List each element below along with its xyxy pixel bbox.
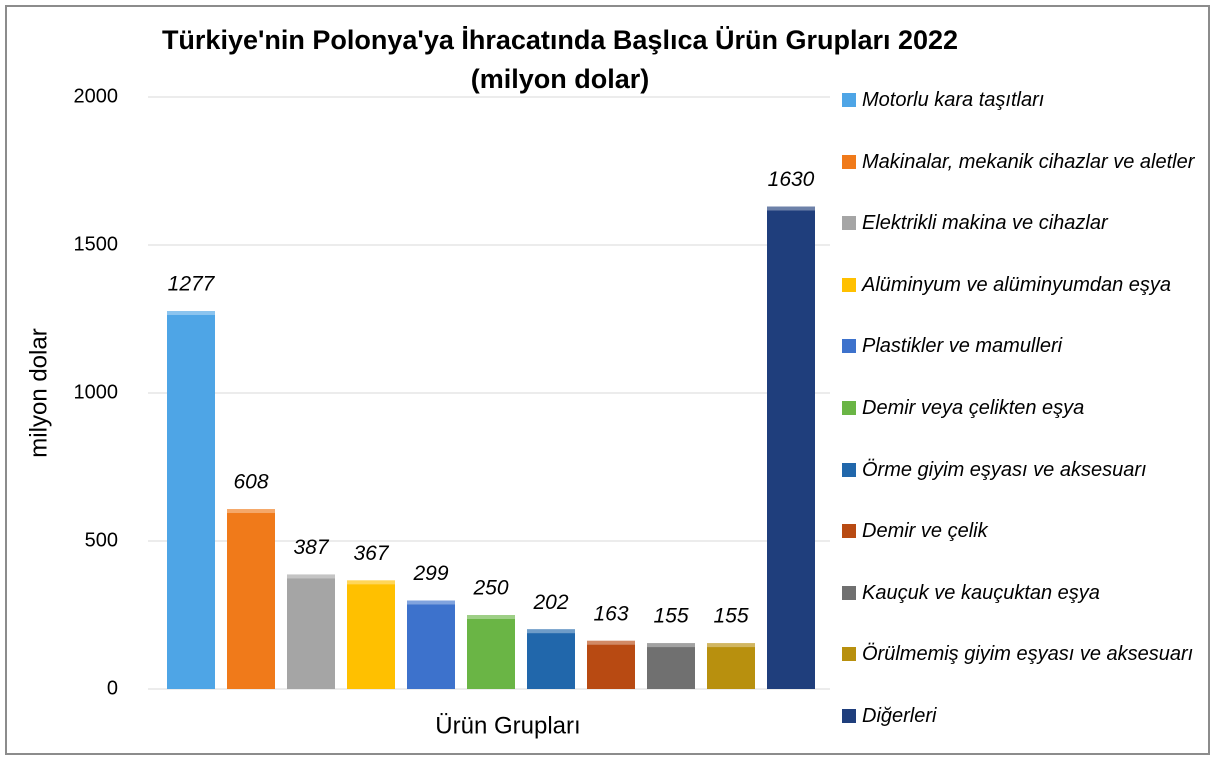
legend-swatch bbox=[842, 585, 856, 600]
legend-entry: Plastikler ve mamulleri bbox=[842, 334, 1202, 359]
data-label: 1630 bbox=[768, 168, 815, 191]
bar-cap bbox=[647, 643, 695, 648]
legend-label: Elektrikli makina ve cihazlar bbox=[862, 212, 1108, 235]
legend-label: Örülmemiş giyim eşyası ve aksesuarı bbox=[862, 643, 1194, 666]
legend-entry: Demir ve çelik bbox=[842, 519, 1202, 544]
y-tick-label: 1500 bbox=[74, 233, 119, 255]
chart-title: Türkiye'nin Polonya'ya İhracatında Başlı… bbox=[162, 25, 958, 55]
legend-label: Örme giyim eşyası ve aksesuarı bbox=[862, 458, 1147, 481]
bar-cap bbox=[227, 509, 275, 514]
legend-swatch bbox=[842, 709, 856, 723]
data-label: 1277 bbox=[168, 273, 216, 296]
bar-cap bbox=[347, 580, 395, 585]
data-label: 387 bbox=[293, 536, 329, 559]
bar-cap bbox=[407, 600, 455, 605]
legend-swatch bbox=[842, 401, 856, 415]
bar bbox=[767, 206, 815, 689]
y-tick-label: 500 bbox=[85, 529, 118, 551]
legend-swatch bbox=[842, 277, 856, 292]
legend-entry: Örme giyim eşyası ve aksesuarı bbox=[842, 458, 1202, 483]
legend-label: Alüminyum ve alüminyumdan eşya bbox=[862, 273, 1172, 296]
bar-cap bbox=[527, 629, 575, 634]
bar-cap bbox=[587, 640, 635, 645]
legend-entry: Elektrikli makina ve cihazlar bbox=[842, 211, 1202, 236]
bar-cap bbox=[167, 311, 215, 316]
legend-swatch bbox=[842, 216, 856, 231]
bar-cap bbox=[467, 615, 515, 619]
legend-entry: Alüminyum ve alüminyumdan eşya bbox=[842, 273, 1202, 298]
y-tick-label: 2000 bbox=[74, 85, 119, 107]
bar bbox=[287, 574, 335, 689]
bar-cap bbox=[707, 643, 755, 648]
chart-subtitle: (milyon dolar) bbox=[471, 64, 650, 94]
legend-entry: Diğerleri bbox=[842, 704, 1202, 729]
data-label: 155 bbox=[653, 605, 688, 628]
legend-label: Demir ve çelik bbox=[862, 520, 988, 543]
legend-entry: Demir veya çelikten eşya bbox=[842, 396, 1202, 421]
bar bbox=[407, 600, 455, 689]
legend-entry: Makinalar, mekanik cihazlar ve aletler bbox=[842, 150, 1202, 175]
legend-entry: Kauçuk ve kauçuktan eşya bbox=[842, 581, 1202, 606]
data-label: 202 bbox=[532, 591, 568, 614]
bar-cap bbox=[287, 574, 335, 579]
legend-label: Kauçuk ve kauçuktan eşya bbox=[862, 581, 1100, 604]
y-tick-label: 0 bbox=[107, 677, 118, 699]
bar-cap bbox=[767, 206, 815, 211]
bar bbox=[527, 629, 575, 689]
data-label: 163 bbox=[593, 602, 628, 625]
frame bbox=[5, 5, 1210, 755]
bar bbox=[167, 311, 215, 689]
bar bbox=[467, 615, 515, 689]
legend-swatch bbox=[842, 154, 856, 169]
legend-label: Plastikler ve mamulleri bbox=[862, 335, 1063, 358]
bar bbox=[347, 580, 395, 689]
legend-swatch bbox=[842, 647, 856, 662]
y-tick-label: 1000 bbox=[74, 381, 119, 403]
data-label: 299 bbox=[412, 562, 448, 585]
bar bbox=[647, 643, 695, 689]
bar bbox=[707, 643, 755, 689]
data-label: 250 bbox=[472, 577, 508, 600]
legend-label: Makinalar, mekanik cihazlar ve aletler bbox=[862, 150, 1195, 173]
legend-swatch bbox=[842, 524, 856, 539]
legend-label: Demir veya çelikten eşya bbox=[862, 397, 1085, 419]
legend-swatch bbox=[842, 339, 856, 354]
bar bbox=[587, 640, 635, 689]
legend-swatch bbox=[842, 93, 856, 107]
legend-entry: Motorlu kara taşıtları bbox=[842, 88, 1202, 113]
legend-label: Diğerleri bbox=[862, 705, 937, 727]
legend-swatch bbox=[842, 462, 856, 477]
data-label: 367 bbox=[353, 542, 389, 565]
bar bbox=[227, 509, 275, 689]
legend-label: Motorlu kara taşıtları bbox=[862, 89, 1045, 111]
data-label: 608 bbox=[233, 471, 268, 494]
x-axis-label: Ürün Grupları bbox=[435, 712, 580, 739]
y-axis-label: milyon dolar bbox=[25, 328, 52, 457]
legend-entry: Örülmemiş giyim eşyası ve aksesuarı bbox=[842, 642, 1202, 667]
data-label: 155 bbox=[713, 605, 748, 628]
